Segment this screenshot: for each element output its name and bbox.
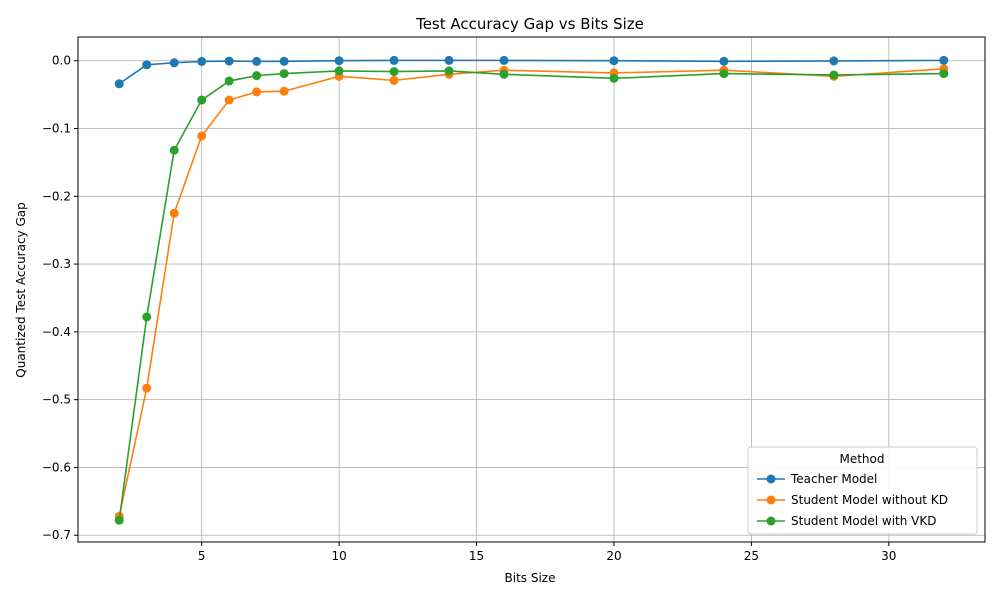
x-tick-label: 20: [606, 549, 621, 563]
y-tick-label: −0.3: [42, 257, 71, 271]
data-point: [224, 76, 234, 86]
data-point: [499, 55, 509, 65]
chart-title: Test Accuracy Gap vs Bits Size: [415, 15, 644, 33]
legend-swatch-marker: [766, 474, 776, 484]
legend-entry-label: Student Model without KD: [791, 493, 948, 507]
y-axis-ticks: 0.0 −0.1 −0.2 −0.3 −0.4 −0.5 −0.6 −0.7: [42, 54, 78, 542]
data-point: [114, 79, 124, 89]
y-tick-label: −0.5: [42, 393, 71, 407]
data-point: [252, 87, 262, 97]
data-point: [169, 208, 179, 218]
data-point: [224, 56, 234, 66]
data-point: [939, 69, 949, 79]
data-point: [169, 58, 179, 68]
series-3: [114, 66, 949, 525]
data-point: [252, 56, 262, 66]
y-tick-label: −0.7: [42, 528, 71, 542]
series-1: [114, 55, 949, 89]
x-tick-label: 25: [744, 549, 759, 563]
x-axis-label: Bits Size: [505, 571, 556, 585]
data-point: [719, 69, 729, 79]
data-point: [252, 71, 262, 81]
data-point: [142, 312, 152, 322]
data-point: [389, 67, 399, 77]
data-point: [444, 55, 454, 65]
data-point: [499, 69, 509, 79]
data-point: [142, 383, 152, 393]
data-point: [829, 56, 839, 66]
data-point: [279, 69, 289, 79]
data-point: [609, 56, 619, 66]
legend: Method Teacher Model Student Model withou…: [747, 446, 978, 535]
legend-title: Method: [839, 452, 884, 466]
legend-box: [747, 446, 978, 535]
data-point: [334, 66, 344, 76]
y-tick-label: −0.2: [42, 189, 71, 203]
data-point: [197, 95, 207, 105]
y-axis-label: Quantized Test Accuracy Gap: [14, 202, 28, 377]
y-tick-label: 0.0: [52, 54, 71, 68]
legend-entry-label: Student Model with VKD: [791, 514, 937, 528]
y-tick-label: −0.4: [42, 325, 71, 339]
data-point: [224, 95, 234, 105]
data-point: [389, 55, 399, 65]
legend-swatch-marker: [766, 495, 776, 505]
x-tick-label: 15: [469, 549, 484, 563]
legend-entry-label: Teacher Model: [790, 472, 877, 486]
y-tick-label: −0.6: [42, 460, 71, 474]
data-point: [169, 145, 179, 155]
data-point: [444, 66, 454, 76]
data-point: [609, 73, 619, 83]
data-point: [939, 55, 949, 65]
legend-swatch-marker: [766, 516, 776, 526]
x-tick-label: 10: [331, 549, 346, 563]
data-point: [142, 60, 152, 70]
data-point: [197, 131, 207, 141]
data-point: [197, 56, 207, 66]
data-point: [829, 70, 839, 80]
data-point: [334, 56, 344, 66]
data-point: [389, 75, 399, 85]
x-tick-label: 30: [881, 549, 896, 563]
data-point: [279, 86, 289, 96]
x-axis-ticks: 5 10 15 20 25 30: [198, 542, 896, 563]
data-point: [719, 56, 729, 66]
plot-frame: [77, 36, 986, 543]
data-point: [279, 56, 289, 66]
data-point: [114, 515, 124, 525]
x-tick-label: 5: [198, 549, 206, 563]
series-line: [118, 59, 944, 85]
series-group: [114, 55, 949, 525]
y-tick-label: −0.1: [42, 122, 71, 136]
